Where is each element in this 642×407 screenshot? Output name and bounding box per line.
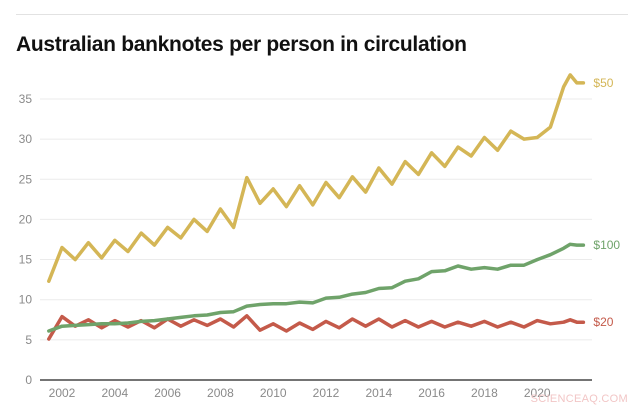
x-tick-label: 2014 <box>365 386 392 400</box>
x-tick-label: 2010 <box>260 386 287 400</box>
y-tick-label: 20 <box>19 212 33 226</box>
gridlines <box>40 98 592 341</box>
y-tick-label: 25 <box>19 172 33 186</box>
x-tick-label: 2008 <box>207 386 234 400</box>
y-tick-label: 10 <box>19 293 33 307</box>
x-tick-label: 2020 <box>524 386 551 400</box>
x-tick-label: 2018 <box>471 386 498 400</box>
y-tick-label: 5 <box>25 333 32 347</box>
top-divider <box>16 14 628 15</box>
y-tick-label: 35 <box>19 92 33 106</box>
series-lines <box>47 73 586 341</box>
y-tick-label: 0 <box>25 373 32 387</box>
y-axis-ticks: 0 5 10 15 20 25 30 35 <box>19 92 33 387</box>
series-label-100: $100 <box>593 238 620 252</box>
x-tick-label: 2016 <box>418 386 445 400</box>
y-tick-label: 30 <box>19 132 33 146</box>
x-tick-label: 2004 <box>101 386 128 400</box>
x-axis-ticks: 2002 2004 2006 2008 2010 2012 2014 2016 2018 2020 <box>49 386 551 400</box>
series-line-100 <box>47 242 586 333</box>
x-tick-label: 2006 <box>154 386 181 400</box>
series-labels: $20 $100 $50 <box>593 76 620 329</box>
chart-title: Australian banknotes per person in circu… <box>16 33 467 56</box>
x-tick-label: 2012 <box>313 386 340 400</box>
watermark: SCIENCEAQ.COM <box>530 393 628 405</box>
y-tick-label: 15 <box>19 253 33 267</box>
series-label-50: $50 <box>593 76 613 90</box>
series-line-50 <box>47 73 586 283</box>
series-label-20: $20 <box>593 315 613 329</box>
series-line-20 <box>47 314 586 341</box>
x-tick-label: 2002 <box>49 386 76 400</box>
